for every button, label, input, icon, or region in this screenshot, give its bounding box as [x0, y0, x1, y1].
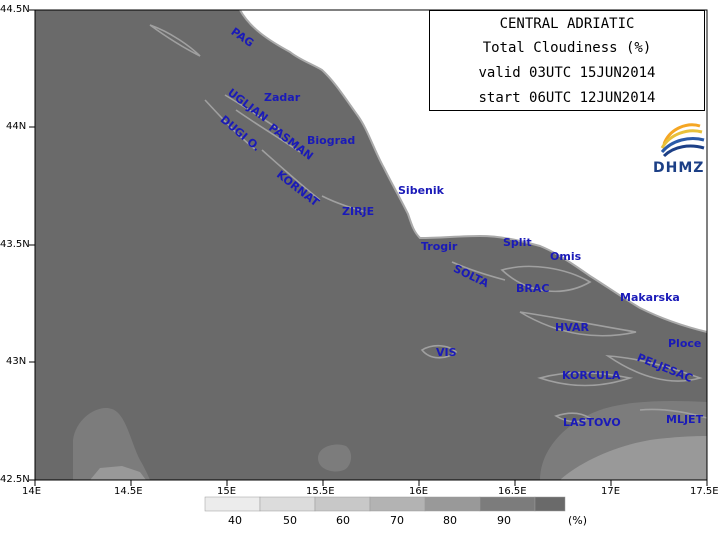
place-label-lastovo: LASTOVO	[563, 416, 621, 429]
island-korcula	[537, 371, 634, 387]
island-mljet	[639, 408, 708, 419]
islands	[149, 24, 708, 423]
island-vis	[420, 344, 458, 359]
island-zirje	[321, 195, 367, 213]
map-variable-title: Total Cloudiness (%)	[482, 40, 652, 56]
cloud-region-70b	[560, 436, 707, 480]
title-box: CENTRAL ADRIATIC Total Cloudiness (%) va…	[429, 10, 705, 111]
island-solta	[451, 261, 506, 281]
place-label-zirje: ZIRJE	[342, 205, 375, 218]
map-region-title: CENTRAL ADRIATIC	[499, 16, 635, 32]
colorbar-swatch	[369, 496, 426, 512]
y-tick-label: 43.5N	[0, 239, 30, 250]
island-hvar	[519, 311, 637, 337]
coastline	[239, 9, 708, 333]
island-pasman	[235, 109, 301, 153]
place-label-trogir: Trogir	[421, 240, 458, 253]
x-tick-label: 17E	[601, 486, 621, 497]
place-label-ploce: Ploce	[668, 337, 702, 350]
cloud-region-80	[73, 407, 150, 480]
island-dugi-otok	[204, 99, 257, 151]
colorbar-swatch	[479, 496, 536, 512]
place-label-vis: VIS	[436, 346, 457, 359]
valid-time: valid 03UTC 15JUN2014	[478, 65, 656, 81]
x-tick-label: 17.5E	[690, 486, 719, 497]
colorbar-label: 40	[228, 514, 242, 527]
y-ticks	[29, 9, 35, 481]
island-kornat	[261, 149, 321, 201]
start-time: start 06UTC 12JUN2014	[478, 90, 656, 106]
cloud-region-80b	[318, 444, 352, 472]
place-label-sibenik: Sibenik	[398, 184, 444, 197]
dhmz-logo-icon	[660, 123, 705, 158]
island-lastovo	[554, 412, 592, 423]
x-tick-label: 15.5E	[306, 486, 335, 497]
place-label-korcula: KORCULA	[562, 369, 621, 382]
colorbar-label: 50	[283, 514, 297, 527]
place-label-zadar: Zadar	[264, 91, 301, 104]
colorbar-swatch	[424, 496, 481, 512]
colorbar-unit: (%)	[568, 514, 588, 527]
x-ticks	[34, 480, 708, 486]
x-tick-label: 15E	[217, 486, 237, 497]
y-tick-label: 43N	[6, 356, 27, 367]
colorbar-label: 90	[497, 514, 511, 527]
place-label-makarska: Makarska	[620, 291, 680, 304]
place-label-split: Split	[503, 236, 532, 249]
y-tick-label: 42.5N	[0, 474, 30, 485]
island-peljesac	[605, 355, 703, 382]
island-brac	[500, 265, 592, 293]
colorbar-swatch	[534, 496, 566, 512]
place-label-omis: Omis	[550, 250, 582, 263]
colorbar	[204, 496, 566, 512]
island-ugljan	[224, 94, 281, 131]
x-tick-label: 14.5E	[114, 486, 143, 497]
place-label-biograd: Biograd	[307, 134, 356, 147]
colorbar-label: 60	[336, 514, 350, 527]
y-tick-label: 44.5N	[0, 4, 30, 15]
place-label-brac: BRAC	[516, 282, 550, 295]
colorbar-label: 80	[443, 514, 457, 527]
x-tick-label: 14E	[22, 486, 42, 497]
x-tick-label: 16E	[409, 486, 429, 497]
place-label-mljet: MLJET	[666, 413, 704, 426]
colorbar-swatch	[204, 496, 261, 512]
x-tick-label: 16.5E	[498, 486, 527, 497]
place-label-hvar: HVAR	[555, 321, 589, 334]
y-tick-label: 44N	[6, 121, 27, 132]
island-pag	[149, 24, 201, 57]
cloud-region-70	[90, 466, 146, 480]
dhmz-logo: DHMZ	[650, 114, 708, 180]
colorbar-swatch	[259, 496, 316, 512]
dhmz-logo-text: DHMZ	[653, 160, 705, 176]
colorbar-swatch	[314, 496, 371, 512]
colorbar-label: 70	[390, 514, 404, 527]
